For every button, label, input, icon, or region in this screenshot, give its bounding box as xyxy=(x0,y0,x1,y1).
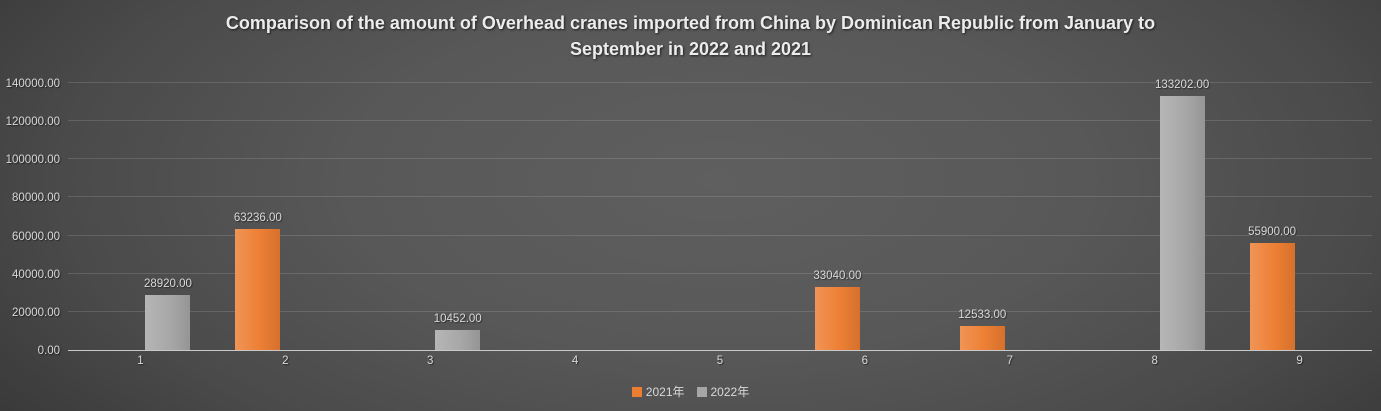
bar-2021年-cat2 xyxy=(235,229,281,350)
bar-data-label: 133202.00 xyxy=(1154,78,1210,91)
y-tick-label: 100000.00 xyxy=(5,154,60,167)
chart-title-line2: September in 2022 and 2021 xyxy=(569,39,812,59)
gridline xyxy=(68,82,1372,83)
bar-data-label: 63236.00 xyxy=(233,212,282,225)
bar-2022年-cat8 xyxy=(1159,95,1205,350)
gridline xyxy=(68,310,1372,312)
bar-data-label: 12533.00 xyxy=(958,309,1007,322)
y-axis: 0.00 20000.00 40000.00 60000.00 80000.00 1000… xyxy=(0,78,60,357)
bar-data-label: 10452.00 xyxy=(433,313,482,326)
x-tick-label: 3 xyxy=(427,355,434,367)
y-tick-label: 120000.00 xyxy=(5,116,60,129)
y-tick-label: 140000.00 xyxy=(5,78,60,90)
bar-2022年-cat3 xyxy=(435,330,481,350)
bar-2022年-cat1 xyxy=(145,294,191,350)
legend-label: 2022年 xyxy=(710,385,750,399)
gridline xyxy=(68,158,1372,160)
bar-2021年-cat6 xyxy=(814,287,860,350)
x-tick-label: 1 xyxy=(137,355,144,367)
y-tick-label: 0.00 xyxy=(37,345,60,357)
bar-data-label: 28920.00 xyxy=(143,277,192,290)
gridline xyxy=(68,272,1372,274)
x-tick-label: 5 xyxy=(716,355,724,367)
bar-data-label: 33040.00 xyxy=(813,270,862,282)
chart-title: Comparison of the amount of Overhead cra… xyxy=(0,10,1381,62)
legend: 2021年 2022年 xyxy=(0,383,1381,400)
y-tick-label: 80000.00 xyxy=(12,192,60,205)
x-tick-label: 2 xyxy=(282,355,289,367)
legend-item-2022年: 2022年 xyxy=(696,383,750,400)
x-tick-label: 7 xyxy=(1006,355,1013,367)
y-tick-label: 20000.00 xyxy=(12,306,60,319)
chart-title-line1: Comparison of the amount of Overhead cra… xyxy=(225,13,1156,33)
legend-label: 2021年 xyxy=(645,385,685,399)
legend-marker-icon xyxy=(696,386,707,397)
legend-item-2021年: 2021年 xyxy=(631,383,685,400)
bar-data-label: 55900.00 xyxy=(1248,226,1297,239)
x-tick-label: 9 xyxy=(1296,355,1303,367)
plot-area: 28920.00 63236.00 10452.00 33040.00 12533.00… xyxy=(68,79,1372,351)
y-tick-label: 60000.00 xyxy=(12,230,60,243)
gridline xyxy=(68,234,1372,236)
gridline xyxy=(68,120,1372,122)
x-tick-label: 6 xyxy=(861,355,869,367)
x-axis: 1 2 3 4 5 6 7 8 9 xyxy=(68,355,1372,371)
bar-2021年-cat9 xyxy=(1249,243,1295,350)
x-tick-label: 4 xyxy=(571,355,579,367)
y-tick-label: 40000.00 xyxy=(12,268,60,281)
x-tick-label: 8 xyxy=(1151,355,1158,367)
gridline xyxy=(68,196,1372,198)
bar-2021年-cat7 xyxy=(959,326,1005,350)
legend-marker-icon xyxy=(631,386,642,397)
